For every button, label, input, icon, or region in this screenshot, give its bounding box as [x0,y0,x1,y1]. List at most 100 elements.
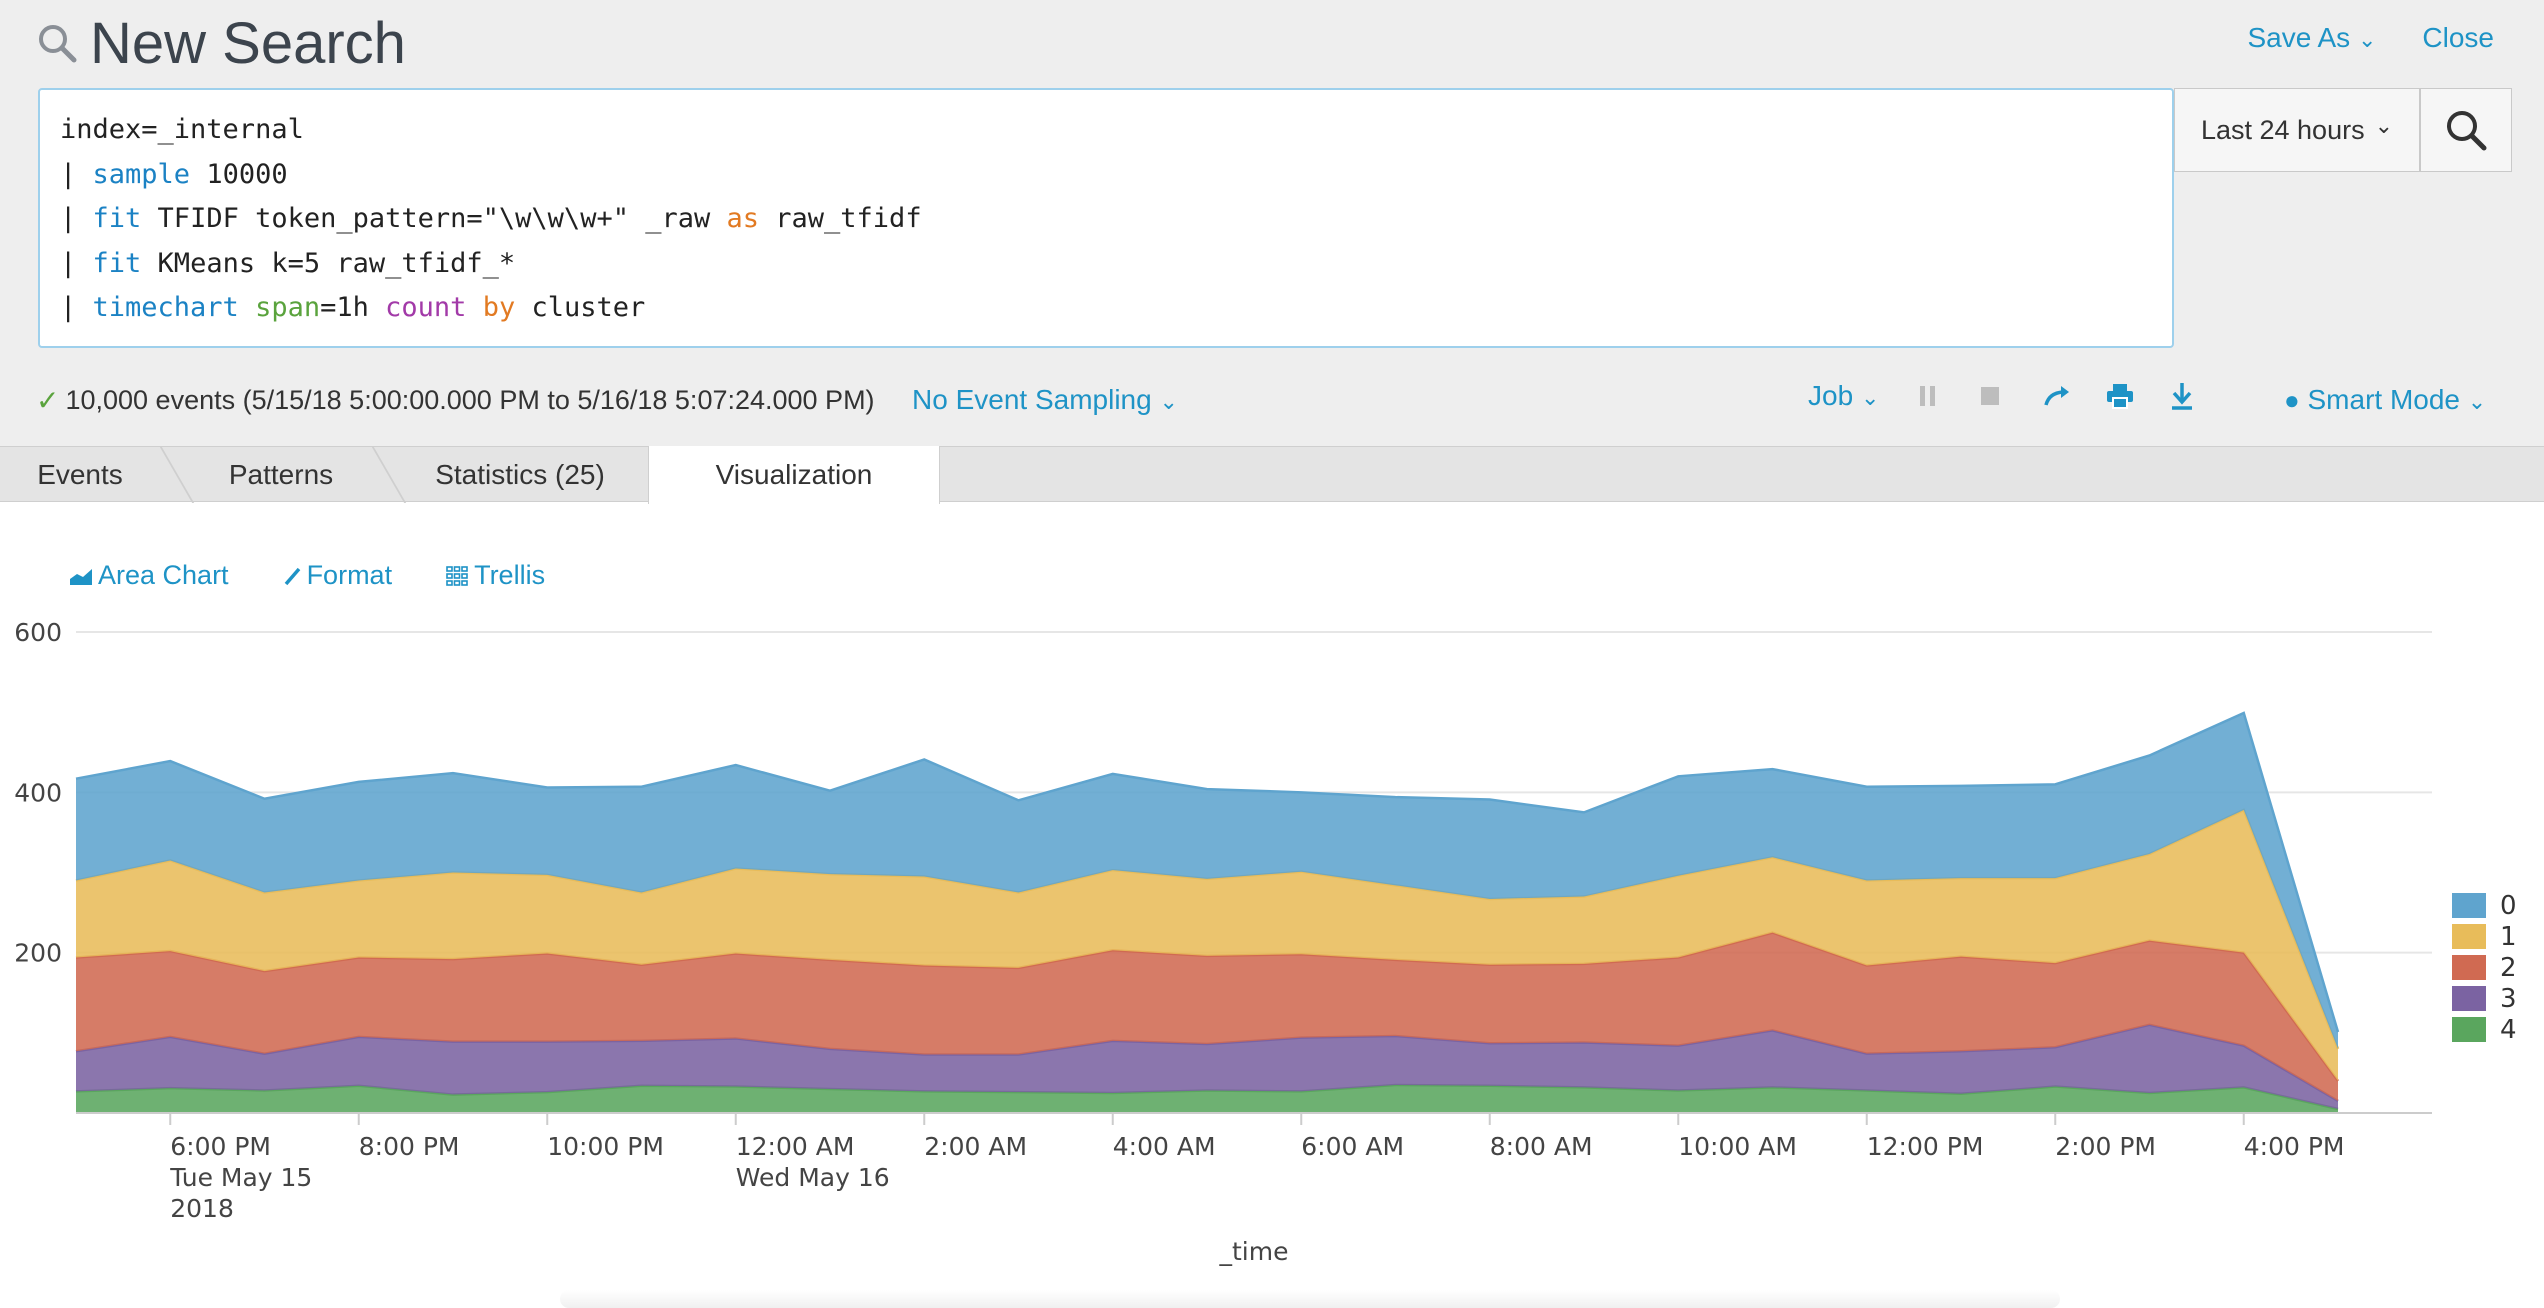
tab-divider [371,447,407,503]
query-text: | [60,292,93,323]
job-menu[interactable]: Job ⌄ [1808,380,1879,412]
close-button[interactable]: Close [2422,22,2494,53]
chevron-down-icon: ⌄ [2374,113,2394,138]
results-tabs: Events Patterns Statistics (25) Visualiz… [0,446,2544,504]
share-icon[interactable] [2043,383,2071,409]
x-tick-label: 12:00 AM [736,1132,855,1161]
chevron-down-icon: ⌄ [2357,27,2377,52]
query-text: =1h [320,292,386,323]
tab-statistics[interactable]: Statistics (25) [408,447,632,503]
trellis-grid-icon [446,565,468,586]
x-tick-label: 4:00 PM [2244,1132,2345,1161]
legend-item[interactable]: 1 [2452,921,2517,952]
job-status: ✓ 10,000 events (5/15/18 5:00:00.000 PM … [36,384,875,417]
search-query-line: | fit TFIDF token_pattern="\w\w\w+" _raw… [60,197,2152,242]
series-area-0 [76,712,2338,1049]
tab-events[interactable]: Events [0,447,160,503]
area-chart-icon [70,568,92,585]
x-tick-label: 10:00 AM [1678,1132,1797,1161]
chevron-down-icon: ⌄ [1159,389,1178,414]
tab-label: Patterns [228,459,334,490]
x-tick-label: 8:00 AM [1490,1132,1593,1161]
search-mode-label: Smart Mode [2307,384,2461,415]
search-query-line: index=_internal [60,108,2152,153]
stop-icon[interactable] [1979,385,2001,407]
x-tick-label: 4:00 AM [1113,1132,1216,1161]
event-sampling-dropdown[interactable]: No Event Sampling ⌄ [912,384,1178,416]
search-input[interactable]: index=_internal | sample 10000 | fit TFIDF… [38,88,2174,348]
x-tick-label: 2:00 PM [2055,1132,2156,1161]
query-keyword: fit [92,247,142,279]
tab-patterns[interactable]: Patterns [196,447,366,503]
x-tick-label: 2018 [170,1194,234,1223]
checkmark-icon: ✓ [36,385,60,416]
search-query-line: | sample 10000 [60,153,2152,198]
query-keyword: count [385,292,467,323]
search-icon [2447,111,2487,151]
query-text [466,292,482,323]
x-tick-label: 2:00 AM [924,1132,1027,1161]
search-query-line: | fit KMeans k=5 raw_tfidf_* [60,242,2152,287]
y-tick-label: 400 [14,778,62,807]
legend-item[interactable]: 4 [2452,1014,2517,1045]
query-keyword: fit [92,203,142,234]
chart-type-label: Area Chart [98,560,229,590]
chevron-down-icon: ⌄ [1860,385,1880,410]
x-tick-label: 6:00 PM [170,1132,271,1161]
time-range-picker[interactable]: Last 24 hours ⌄ [2174,88,2420,172]
series-area-3 [76,1024,2338,1109]
tab-label: Statistics (25) [435,459,605,490]
print-icon[interactable] [2105,382,2135,410]
x-tick-label: 12:00 PM [1867,1132,1984,1161]
query-keyword: by [482,292,516,323]
query-keyword: as [726,203,760,234]
y-tick-label: 600 [14,620,62,647]
lightbulb-icon: ● [2284,385,2300,415]
x-tick-label: Wed May 16 [736,1163,890,1192]
trellis-label: Trellis [474,560,546,590]
x-tick-label: 8:00 PM [359,1132,460,1161]
search-button[interactable] [2420,88,2512,172]
bottom-shadow [560,1290,2060,1308]
query-text: TFIDF token_pattern="\w\w\w+" _raw [141,203,727,234]
legend-item[interactable]: 2 [2452,952,2517,983]
query-text: 10000 [190,158,288,190]
save-as-menu[interactable]: Save As ⌄ [2247,22,2376,54]
chart-type-button[interactable]: Area Chart [70,560,229,591]
legend-item[interactable]: 0 [2452,890,2517,921]
query-text: KMeans k=5 raw_tfidf_* [141,247,516,279]
series-area-4 [76,1084,2338,1113]
format-label: Format [306,560,393,590]
viz-toolbar: Area Chart Format Trellis [70,560,545,591]
tab-label: Visualization [715,459,873,490]
query-text [239,292,255,323]
trellis-button[interactable]: Trellis [446,560,545,591]
format-button[interactable]: Format [283,560,393,591]
series-area-2 [76,932,2338,1101]
series-line-0 [75,711,2340,1033]
search-mode-dropdown[interactable]: ● Smart Mode ⌄ [2284,384,2486,416]
series-area-1 [76,809,2338,1081]
legend-item[interactable]: 3 [2452,983,2517,1014]
query-text: | [60,203,93,234]
x-tick-label: 10:00 PM [547,1132,664,1161]
legend-swatch [2452,924,2486,949]
job-label: Job [1808,380,1854,411]
legend-swatch [2452,955,2486,980]
legend-label: 4 [2500,1014,2517,1045]
export-icon[interactable] [2169,381,2195,411]
page-title: New Search [90,11,406,76]
events-summary: 10,000 events (5/15/18 5:00:00.000 PM to… [65,385,875,415]
save-as-label: Save As [2247,22,2351,53]
pencil-icon [284,567,300,585]
x-tick-label: Tue May 15 [169,1163,312,1192]
pause-icon[interactable] [1917,383,1939,409]
legend-swatch [2452,986,2486,1011]
tab-visualization[interactable]: Visualization [648,446,940,504]
query-text: raw_tfidf [759,203,922,234]
legend-label: 1 [2500,921,2517,952]
series-line-3 [75,1023,2339,1103]
legend-label: 0 [2500,890,2517,921]
